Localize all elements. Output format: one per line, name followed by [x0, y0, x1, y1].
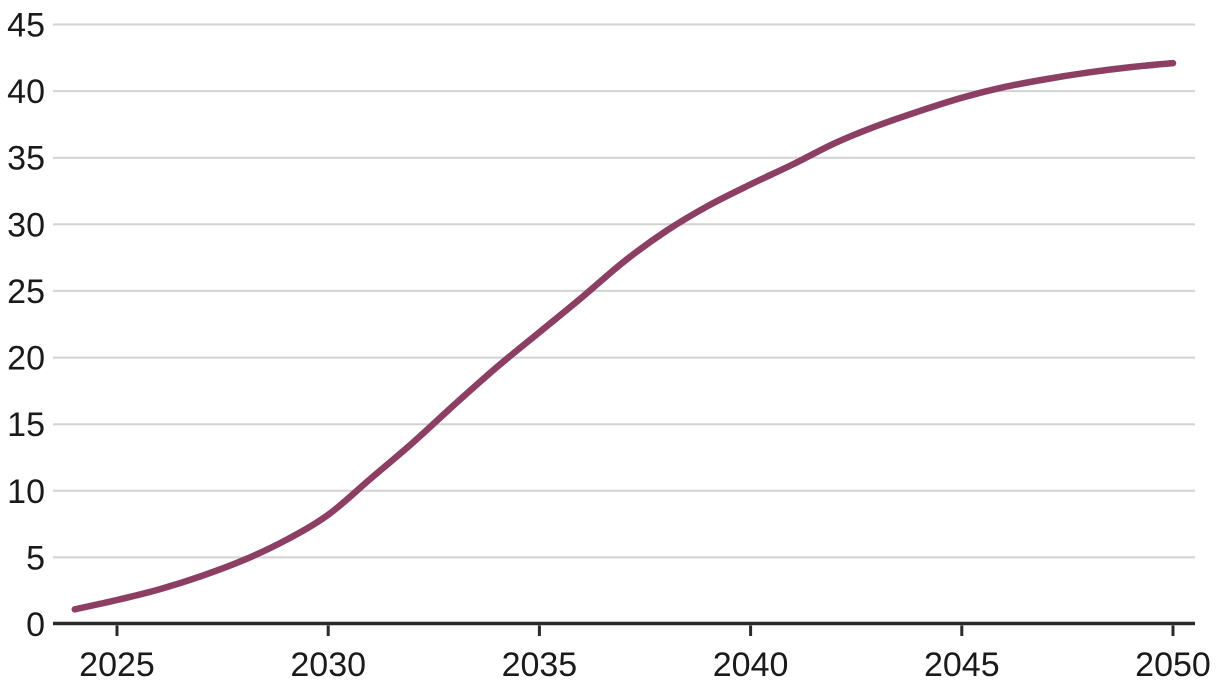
x-tick-label: 2050 — [1135, 646, 1211, 684]
y-tick-label: 40 — [7, 73, 45, 111]
y-tick-label: 5 — [26, 539, 45, 577]
x-tick-label: 2045 — [924, 646, 1000, 684]
y-tick-label: 0 — [26, 606, 45, 644]
y-tick-label: 15 — [7, 406, 45, 444]
y-tick-label: 35 — [7, 140, 45, 178]
x-tick-label: 2035 — [502, 646, 578, 684]
y-tick-label: 45 — [7, 7, 45, 45]
x-tick-label: 2030 — [290, 646, 366, 684]
y-tick-label: 20 — [7, 340, 45, 378]
x-tick-label: 2040 — [713, 646, 789, 684]
x-tick-label: 2025 — [79, 646, 155, 684]
y-tick-label: 10 — [7, 473, 45, 511]
y-tick-label: 25 — [7, 273, 45, 311]
y-tick-label: 30 — [7, 206, 45, 244]
data-line — [71, 59, 1177, 613]
